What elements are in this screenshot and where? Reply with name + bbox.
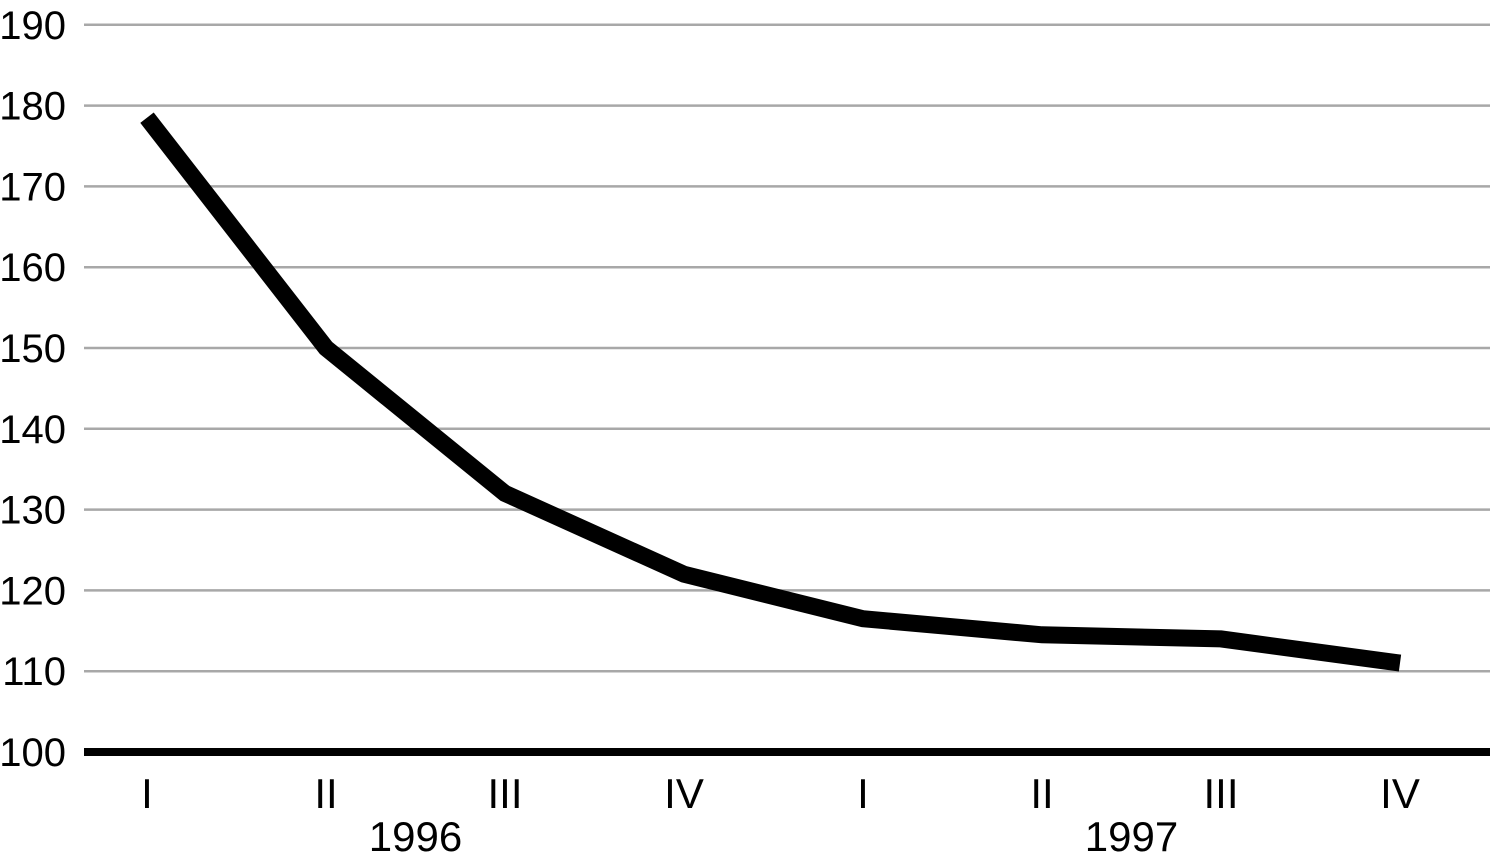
x-axis-year-label-1997: 1997: [1085, 813, 1178, 856]
x-axis-year-label-1996: 1996: [369, 813, 462, 856]
x-axis-quarter-label-1: I: [141, 770, 153, 817]
y-axis-label-180: 180: [0, 85, 66, 129]
y-axis-label-150: 150: [0, 327, 66, 371]
data-line: [140, 112, 1402, 672]
x-axis-quarter-label-3: III: [487, 770, 522, 817]
y-axis-label-170: 170: [0, 165, 66, 209]
y-axis-labels-group: 100 110 120 130 140 150 160 170 180 190: [0, 4, 66, 775]
x-axis-quarter-label-4: IV: [664, 770, 704, 817]
y-axis-label-110: 110: [2, 650, 66, 694]
gridlines-group: [84, 23, 1490, 673]
y-axis-label-100: 100: [0, 731, 66, 775]
data-line-group: [140, 112, 1402, 672]
x-axis-quarter-label-2: II: [314, 770, 337, 817]
y-axis-label-190: 190: [0, 4, 66, 48]
x-axis-quarter-label-7: III: [1203, 770, 1238, 817]
x-axis-quarter-label-5: I: [857, 770, 869, 817]
y-axis-label-160: 160: [0, 246, 66, 290]
x-axis-quarter-label-8: IV: [1380, 770, 1420, 817]
y-axis-label-130: 130: [0, 489, 66, 533]
x-axis-quarter-label-6: II: [1030, 770, 1053, 817]
y-axis-label-140: 140: [0, 408, 66, 452]
y-axis-label-120: 120: [0, 569, 66, 613]
